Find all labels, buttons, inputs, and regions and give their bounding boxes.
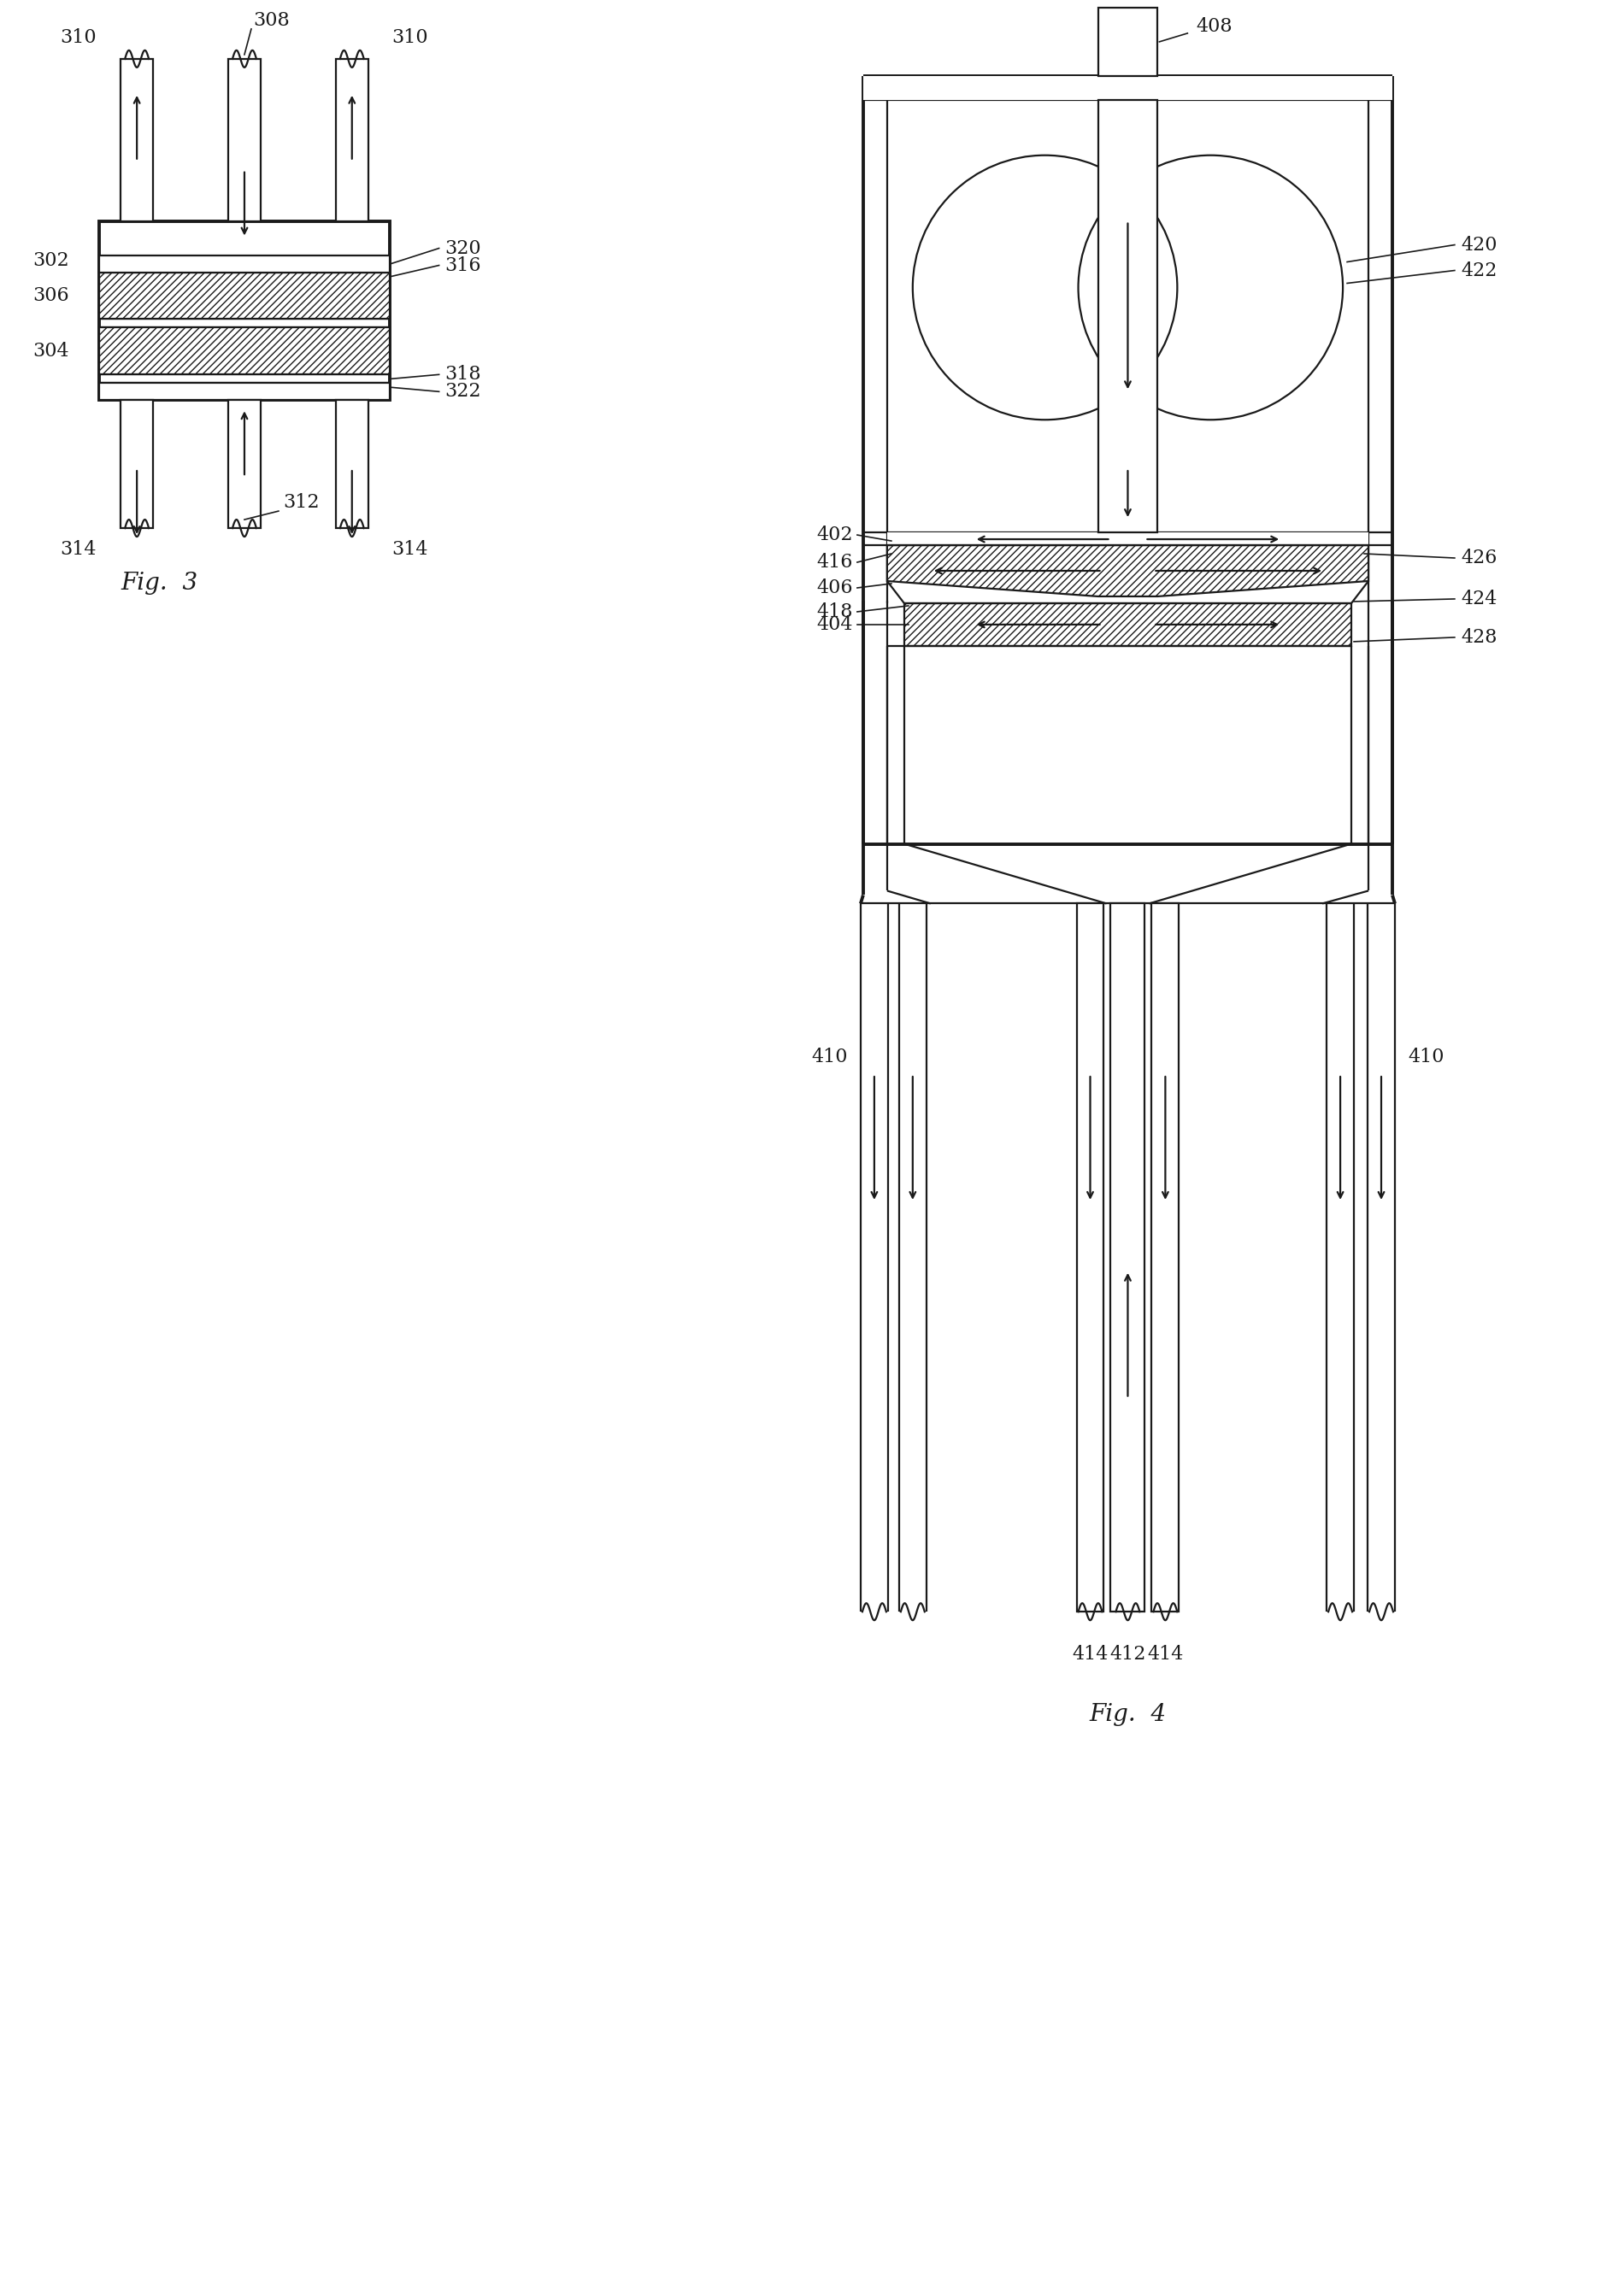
Bar [1152,905,1180,1612]
Bar [1099,7,1157,76]
Text: 320: 320 [445,239,482,257]
Text: 410: 410 [1408,1047,1443,1068]
Text: Fig.  4: Fig. 4 [1089,1704,1167,1727]
Bar [904,604,1351,645]
Text: 428: 428 [1461,627,1497,647]
Text: 308: 308 [252,11,290,30]
Bar [99,383,390,400]
Text: 318: 318 [445,365,482,383]
Bar [121,400,154,528]
Text: 322: 322 [445,381,481,402]
Bar [337,400,369,528]
Text: 402: 402 [817,526,853,544]
Text: 404: 404 [817,615,853,634]
Bar [1110,905,1146,1612]
Bar [99,273,390,319]
Text: 426: 426 [1461,549,1497,567]
Text: 310: 310 [392,28,429,46]
Text: 414: 414 [1073,1644,1108,1665]
Text: 420: 420 [1461,236,1497,255]
Bar [99,255,390,273]
Bar [887,533,1369,544]
Bar [99,328,390,374]
Text: 306: 306 [32,287,70,305]
Polygon shape [887,544,1369,597]
Text: 314: 314 [392,540,429,558]
Bar [1076,905,1103,1612]
Bar [99,220,390,400]
Bar [121,60,154,220]
Text: 310: 310 [60,28,97,46]
Text: Fig.  3: Fig. 3 [121,572,197,595]
Text: 414: 414 [1147,1644,1183,1665]
Bar [1099,99,1157,533]
Text: 418: 418 [817,602,853,622]
Bar [228,400,260,528]
Text: 424: 424 [1461,590,1497,608]
Text: 416: 416 [817,553,853,572]
Text: 304: 304 [32,342,70,360]
Text: 316: 316 [445,255,481,276]
Text: 412: 412 [1110,1644,1146,1665]
Text: 408: 408 [1196,16,1233,37]
Text: 312: 312 [283,494,319,512]
Text: 314: 314 [60,540,97,558]
Bar [337,60,369,220]
Text: 422: 422 [1461,262,1497,280]
Bar [862,76,1393,99]
Bar [228,60,260,220]
Text: 406: 406 [817,579,853,597]
Text: 302: 302 [32,250,70,269]
Text: 410: 410 [812,1047,848,1068]
